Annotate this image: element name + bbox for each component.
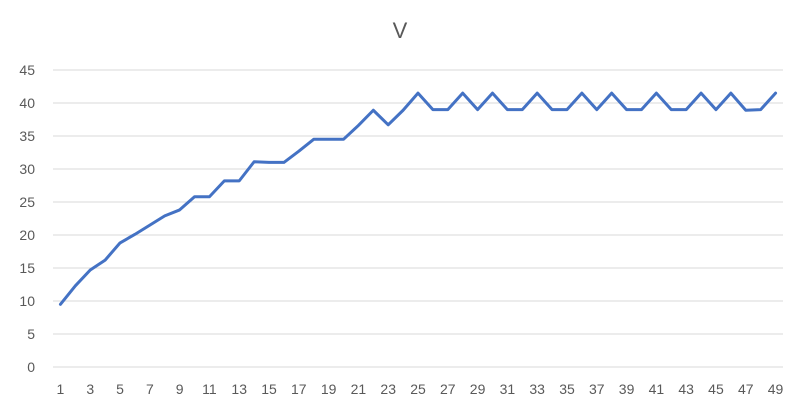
y-axis-labels: 0 5 10 15 20 25 30 35 40 45 [19,62,35,375]
y-tick-label: 15 [19,260,35,276]
x-tick-label: 5 [116,381,124,397]
x-tick-label: 15 [261,381,277,397]
y-tick-label: 40 [19,95,35,111]
gridlines [53,69,783,335]
series-group [58,91,778,306]
x-tick-label: 43 [678,381,694,397]
x-axis-labels: 1 3 5 7 9 11 13 15 17 19 21 23 25 27 29 31 33 35 37 39 41 43 4… [57,381,784,397]
x-tick-label: 37 [589,381,605,397]
y-tick-label: 25 [19,194,35,210]
y-tick-label: 10 [19,293,35,309]
chart-title: V [393,18,408,43]
x-tick-label: 27 [440,381,456,397]
y-tick-label: 5 [27,326,35,342]
x-tick-label: 33 [529,381,545,397]
x-tick-label: 1 [57,381,65,397]
x-tick-label: 47 [738,381,754,397]
series-line-1 [58,91,778,306]
x-tick-label: 11 [202,381,217,397]
x-tick-label: 31 [500,381,516,397]
x-tick-label: 3 [86,381,94,397]
y-tick-label: 20 [19,227,35,243]
y-tick-label: 0 [27,359,35,375]
x-tick-label: 19 [321,381,337,397]
x-tick-label: 9 [176,381,184,397]
x-tick-label: 35 [559,381,575,397]
x-tick-label: 29 [470,381,486,397]
x-tick-label: 41 [649,381,665,397]
y-tick-label: 45 [19,62,35,78]
y-tick-label: 35 [19,128,35,144]
x-tick-label: 39 [619,381,635,397]
x-tick-label: 7 [146,381,154,397]
x-tick-label: 13 [231,381,247,397]
x-tick-label: 25 [410,381,426,397]
x-tick-label: 17 [291,381,307,397]
x-tick-label: 21 [351,381,367,397]
x-tick-label: 45 [708,381,724,397]
y-tick-label: 30 [19,161,35,177]
x-tick-label: 23 [380,381,396,397]
x-tick-label: 49 [768,381,784,397]
